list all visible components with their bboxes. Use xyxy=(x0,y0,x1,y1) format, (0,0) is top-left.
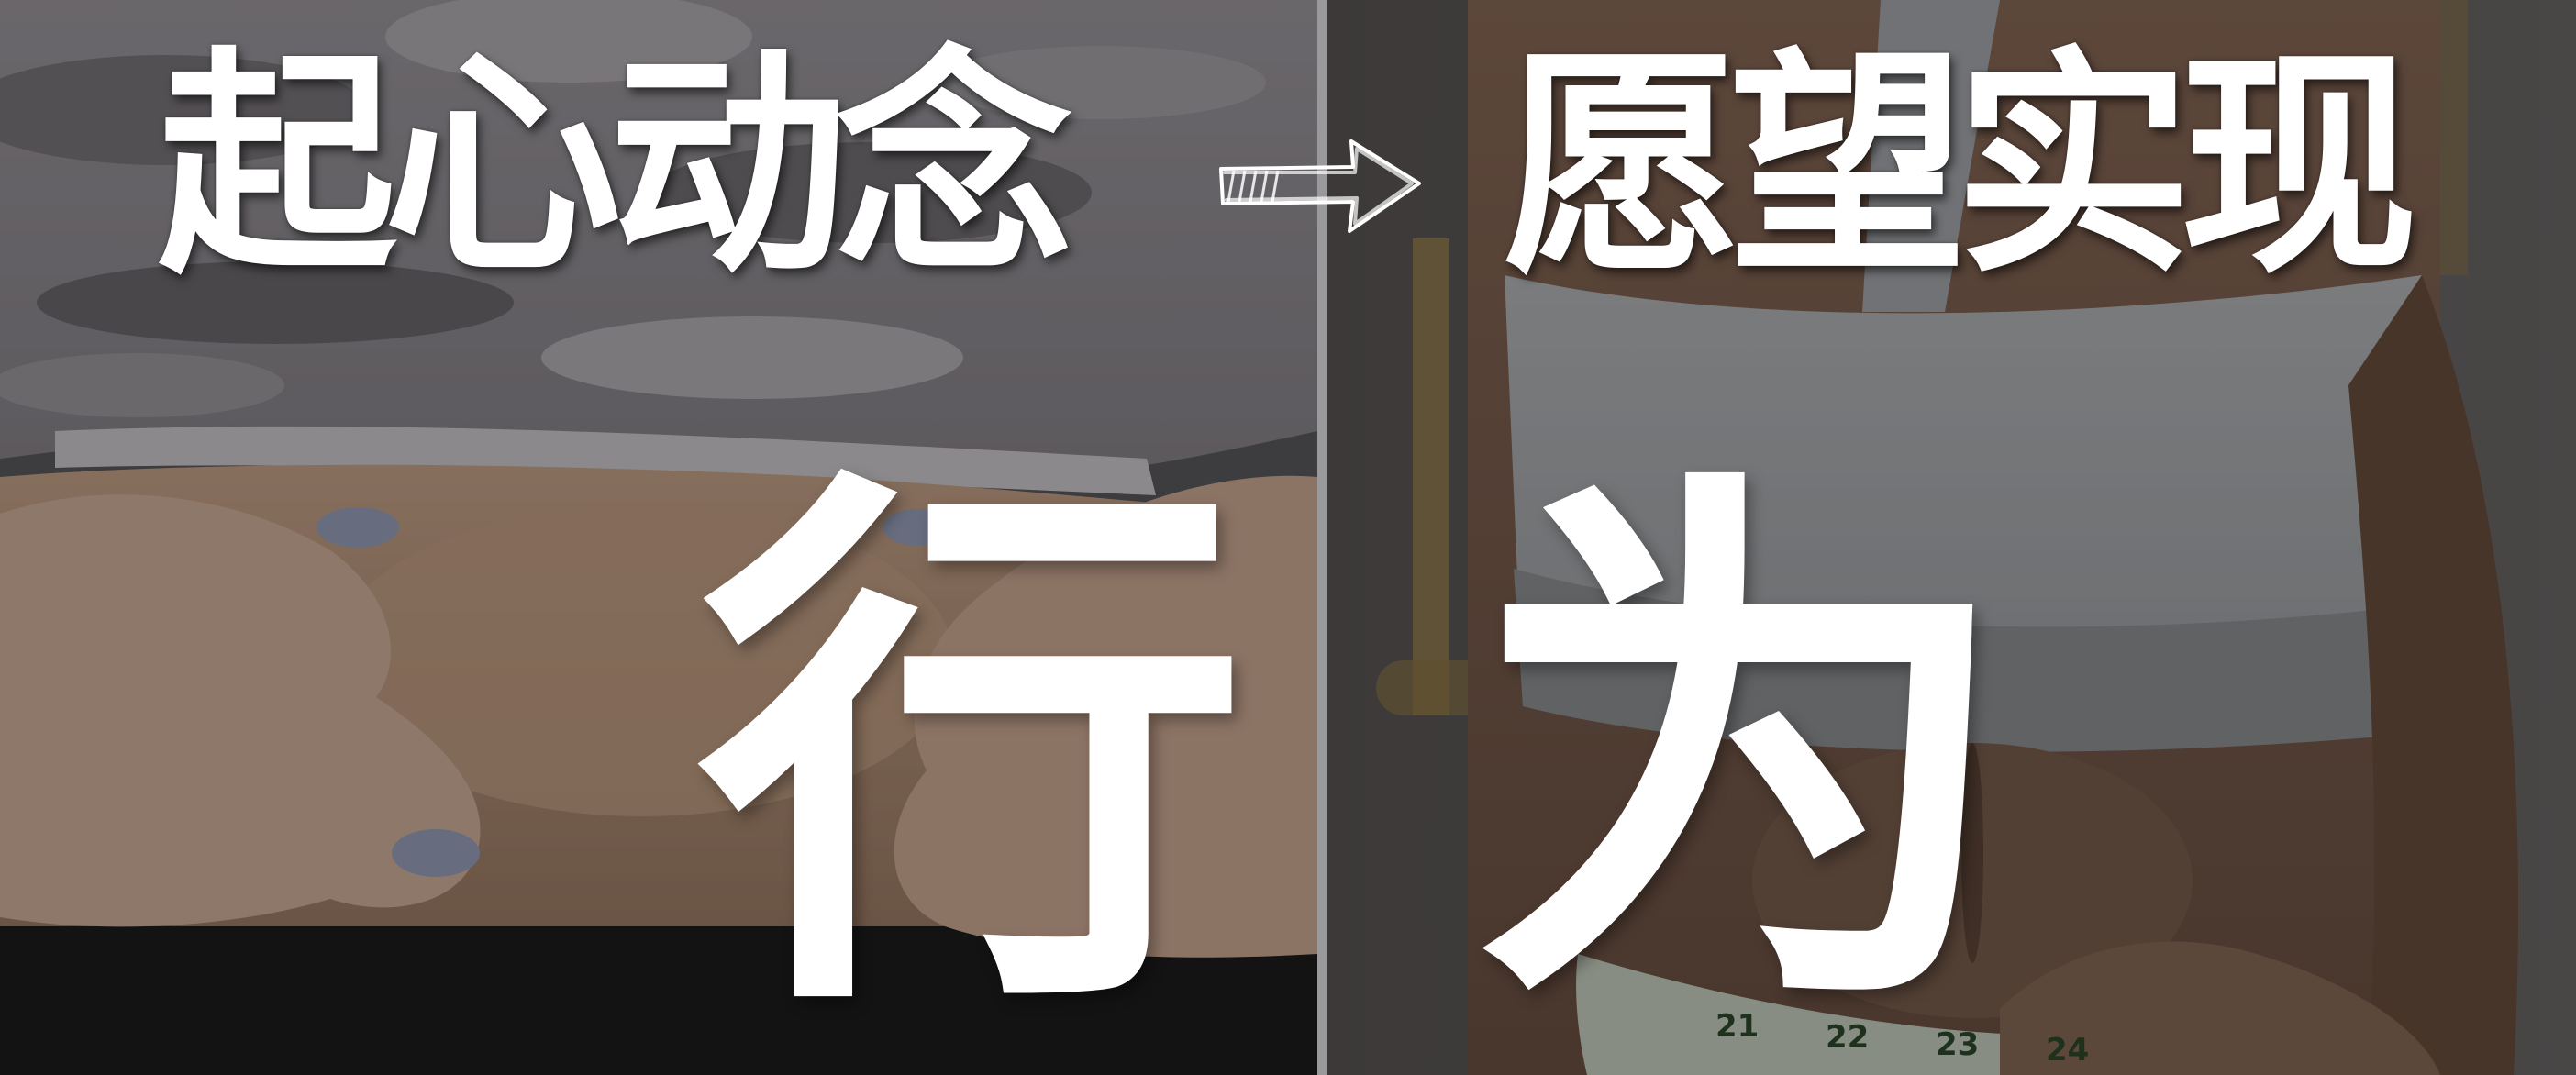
right-photo: 21 22 23 24 xyxy=(1327,0,2576,1075)
sketch-arrow-right-icon xyxy=(1219,139,1421,233)
left-photo xyxy=(0,0,1317,1075)
tape-number: 23 xyxy=(1936,1026,1979,1063)
headline-right: 愿望实现 xyxy=(1503,28,2418,305)
headline-left: 起心动念 xyxy=(158,28,1073,305)
tape-number: 21 xyxy=(1715,1008,1759,1045)
tape-number: 22 xyxy=(1826,1019,1869,1056)
center-char-left: 行 xyxy=(697,431,1248,1072)
panel-divider xyxy=(1317,0,1327,1075)
tape-number: 24 xyxy=(2046,1032,2089,1069)
center-char-right: 为 xyxy=(1468,431,2018,1072)
